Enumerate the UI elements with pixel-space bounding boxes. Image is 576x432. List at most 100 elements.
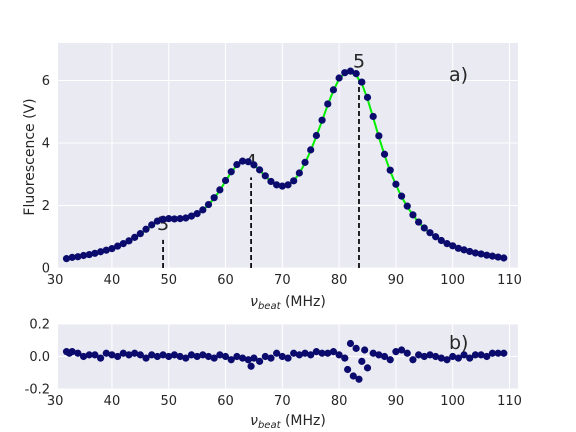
data-point-a [148, 221, 156, 229]
data-point-a [392, 180, 400, 188]
data-point-b [301, 349, 309, 357]
data-point-b [437, 354, 445, 362]
data-point-b [403, 349, 411, 357]
data-point-b [290, 349, 298, 357]
data-point-a [375, 132, 383, 140]
data-point-b [369, 349, 377, 357]
data-point-a [284, 181, 292, 189]
data-point-b [426, 351, 434, 359]
data-point-a [329, 86, 338, 94]
x-tick-label-b: 70 [274, 394, 291, 409]
data-point-b [68, 348, 76, 356]
data-point-b [361, 346, 369, 354]
data-point-b [91, 351, 99, 359]
x-tick-label-b: 60 [217, 394, 234, 409]
data-point-b [176, 352, 184, 361]
data-point-a [403, 202, 411, 210]
y-tick-label-b: -0.2 [25, 383, 50, 398]
data-point-b [227, 356, 235, 364]
data-point-b [244, 356, 252, 364]
x-axis-label-b: νbeat (MHz) [250, 413, 326, 431]
x-tick-label-a: 40 [104, 273, 121, 288]
data-point-b [386, 356, 394, 364]
data-point-a [380, 150, 389, 158]
x-axis-label-a: νbeat (MHz) [250, 294, 326, 312]
data-point-b [483, 352, 491, 361]
data-point-a [199, 206, 207, 214]
data-point-b [267, 354, 275, 362]
data-point-b [204, 352, 213, 361]
data-point-a [346, 67, 355, 75]
x-tick-label-a: 100 [440, 273, 465, 288]
data-point-a [176, 215, 184, 223]
data-point-a [449, 242, 457, 250]
data-point-a [170, 215, 179, 223]
x-label-nu: ν [250, 294, 258, 310]
data-point-b [74, 349, 82, 357]
x-label-nu-b: ν [250, 413, 258, 429]
data-point-a [437, 236, 445, 245]
data-point-a [193, 210, 201, 218]
data-point-b [250, 354, 258, 362]
data-point-a [471, 249, 480, 257]
x-label-unit: (MHz) [281, 294, 326, 310]
data-point-b [247, 362, 255, 370]
data-point-b [233, 352, 241, 361]
data-point-a [426, 229, 434, 237]
x-label-unit-b: (MHz) [281, 413, 326, 429]
x-tick-label-a: 110 [497, 273, 522, 288]
data-point-a [114, 242, 122, 250]
data-point-b [449, 352, 457, 361]
data-point-a [500, 254, 508, 262]
data-point-a [318, 116, 326, 124]
data-point-b [193, 352, 201, 361]
y-tick-label-a: 0 [42, 262, 50, 277]
data-point-a [352, 70, 360, 78]
x-label-sub: beat [258, 301, 282, 312]
data-point-b [148, 351, 156, 359]
data-point-a [108, 245, 116, 253]
data-point-a [335, 74, 343, 82]
data-point-b [119, 349, 127, 357]
data-point-a [74, 253, 82, 261]
data-point-a [494, 253, 502, 261]
data-point-a [324, 100, 332, 108]
data-point-a [466, 247, 474, 256]
data-point-b [216, 351, 224, 359]
data-point-b [443, 356, 451, 364]
data-point-b [341, 354, 349, 362]
data-point-a [227, 168, 235, 176]
x-tick-label-a: 30 [47, 273, 64, 288]
data-point-b [358, 357, 366, 365]
data-point-b [324, 349, 332, 357]
data-point-a [250, 161, 258, 169]
data-point-b [85, 351, 93, 359]
data-point-b [142, 354, 150, 362]
data-point-a [386, 166, 394, 174]
data-point-a [159, 215, 167, 223]
data-point-a [397, 192, 406, 200]
data-point-a [102, 246, 110, 254]
data-point-a [165, 215, 173, 223]
data-point-a [460, 246, 468, 254]
data-point-a [273, 181, 281, 189]
data-point-b [500, 349, 508, 357]
data-point-b [454, 354, 462, 362]
data-point-b [187, 351, 196, 359]
data-point-b [494, 349, 502, 357]
data-point-b [363, 364, 372, 372]
ticks-a: 30 40 50 60 70 80 90 100 110 0 2 4 6 [42, 74, 522, 288]
data-point-b [182, 354, 190, 362]
data-point-a [363, 93, 372, 101]
data-point-a [477, 250, 485, 258]
data-point-b [131, 349, 139, 357]
data-point-a [238, 157, 247, 165]
data-point-b [261, 352, 269, 361]
data-point-b [199, 351, 207, 359]
panel-a-letter: a) [449, 64, 468, 86]
data-point-a [187, 212, 196, 220]
data-point-b [307, 351, 315, 359]
data-point-a [96, 248, 105, 256]
x-tick-label-b: 100 [440, 394, 465, 409]
